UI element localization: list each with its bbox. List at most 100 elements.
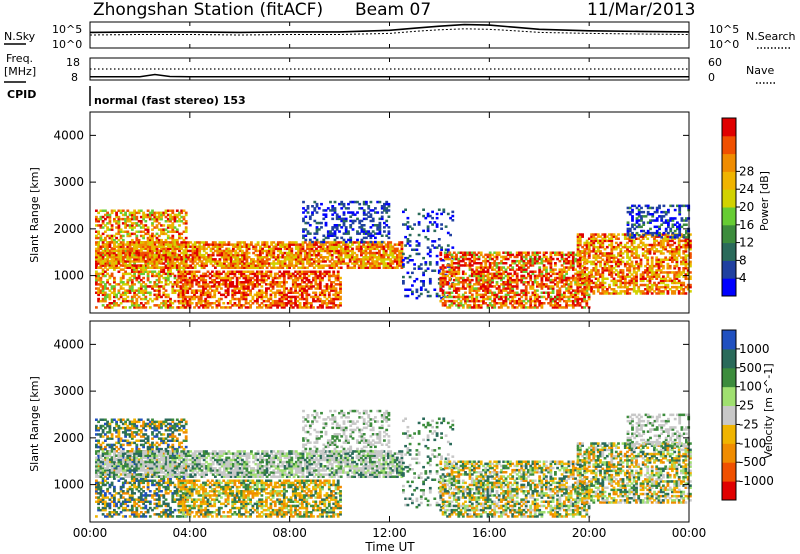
nave-tick-top: 60 xyxy=(708,56,722,69)
power-cell xyxy=(488,253,492,257)
power-cell xyxy=(184,230,188,233)
power-cell xyxy=(241,262,244,265)
power-cell xyxy=(547,291,550,294)
power-cell xyxy=(144,241,148,244)
power-cell xyxy=(99,262,103,265)
power-cell xyxy=(175,268,179,271)
power-cell xyxy=(353,266,357,269)
power-cell xyxy=(308,238,312,242)
power-cell xyxy=(166,304,170,307)
power-cell xyxy=(583,276,586,280)
power-cell xyxy=(126,299,130,303)
power-cell xyxy=(178,262,181,265)
power-cell xyxy=(278,299,282,303)
power-cell xyxy=(312,253,316,257)
power-cell xyxy=(484,278,488,282)
power-cell xyxy=(500,274,503,278)
power-cell xyxy=(227,249,231,253)
power-cell xyxy=(500,289,503,292)
power-cell xyxy=(251,285,255,288)
power-cell xyxy=(475,293,479,297)
power-cell xyxy=(157,256,161,259)
power-cell xyxy=(518,253,521,257)
power-cell xyxy=(280,293,284,297)
power-cell xyxy=(439,272,443,276)
power-cell xyxy=(439,299,443,303)
power-cell xyxy=(538,257,542,261)
power-cell xyxy=(558,253,562,257)
power-cell xyxy=(97,251,100,255)
power-cell xyxy=(502,276,506,280)
power-cell xyxy=(217,272,221,276)
power-cell xyxy=(265,274,268,278)
power-cell xyxy=(110,234,114,238)
power-cell xyxy=(258,270,261,273)
power-cell xyxy=(189,266,193,269)
power-cell xyxy=(199,299,203,303)
power-cell xyxy=(333,251,336,255)
power-cell xyxy=(300,278,304,282)
power-cell xyxy=(484,259,488,263)
power-cell xyxy=(314,283,318,286)
power-cell xyxy=(113,302,116,305)
power-cell xyxy=(356,232,359,235)
power-cell xyxy=(247,302,250,305)
power-cell xyxy=(298,285,302,288)
power-cell xyxy=(488,281,492,284)
power-cell xyxy=(133,302,136,305)
power-cell xyxy=(549,255,553,259)
power-cell xyxy=(435,292,439,296)
power-cell xyxy=(587,252,591,255)
power-cell xyxy=(327,272,331,276)
power-cell xyxy=(578,233,582,236)
power-cell xyxy=(144,243,148,246)
power-cell xyxy=(486,272,490,276)
power-cell xyxy=(148,234,152,238)
power-cell xyxy=(306,245,309,248)
power-cell xyxy=(305,278,309,282)
power-cell xyxy=(400,243,404,246)
power-cell xyxy=(249,283,252,286)
power-cell xyxy=(468,306,472,309)
power-cell xyxy=(556,281,559,284)
power-cell xyxy=(342,217,346,221)
power-cell xyxy=(428,250,432,254)
power-cell xyxy=(344,247,348,251)
power-cell xyxy=(315,221,319,225)
power-cell xyxy=(448,293,452,297)
power-cell xyxy=(160,249,163,253)
power-cell xyxy=(333,234,337,237)
power-cell xyxy=(545,272,548,276)
power-cell xyxy=(520,302,524,305)
power-cell xyxy=(227,241,231,244)
power-cell xyxy=(216,249,220,253)
power-cell xyxy=(375,264,379,267)
power-cell xyxy=(175,228,179,231)
power-cell xyxy=(142,213,145,217)
power-cell xyxy=(491,268,494,271)
power-cell xyxy=(497,270,501,273)
power-cell xyxy=(218,243,222,246)
power-cell xyxy=(348,258,352,261)
power-cell xyxy=(97,297,100,301)
power-cell xyxy=(288,258,291,261)
power-cell xyxy=(495,274,499,278)
power-cell xyxy=(146,276,150,280)
power-cell xyxy=(281,262,285,265)
power-cell xyxy=(330,281,333,284)
power-cell xyxy=(285,270,288,273)
power-cell xyxy=(515,272,519,276)
power-cell xyxy=(477,255,481,259)
power-cell xyxy=(493,302,497,305)
power-cell xyxy=(195,283,199,286)
power-cell xyxy=(282,281,286,284)
power-cell xyxy=(408,254,412,258)
power-cell xyxy=(491,278,494,282)
power-cell xyxy=(193,249,197,253)
power-cell xyxy=(153,234,157,238)
power-cell xyxy=(321,264,325,267)
power-cell xyxy=(486,268,490,271)
power-cell xyxy=(321,256,325,259)
power-cell xyxy=(338,224,341,227)
power-cell xyxy=(252,247,255,251)
